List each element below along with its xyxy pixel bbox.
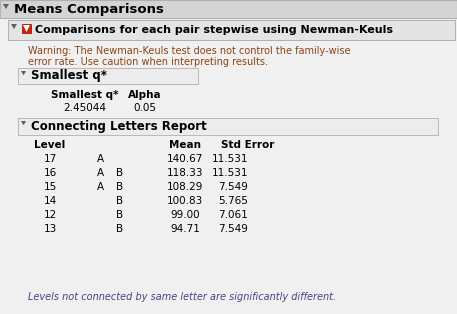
Text: 7.549: 7.549	[218, 224, 248, 234]
Text: 13: 13	[43, 224, 57, 234]
Text: Alpha: Alpha	[128, 90, 162, 100]
Text: Comparisons for each pair stepwise using Newman-Keuls: Comparisons for each pair stepwise using…	[35, 25, 393, 35]
Text: 15: 15	[43, 182, 57, 192]
Text: A: A	[96, 154, 104, 164]
Text: Connecting Letters Report: Connecting Letters Report	[31, 120, 207, 133]
Text: B: B	[117, 196, 123, 206]
Text: Smallest q*: Smallest q*	[31, 69, 107, 83]
Text: 16: 16	[43, 168, 57, 178]
Polygon shape	[21, 121, 26, 125]
Text: Smallest q*: Smallest q*	[51, 90, 119, 100]
Text: A: A	[96, 182, 104, 192]
Text: A: A	[96, 168, 104, 178]
Text: Means Comparisons: Means Comparisons	[14, 3, 164, 15]
Polygon shape	[21, 71, 26, 75]
Text: B: B	[117, 182, 123, 192]
Text: 5.765: 5.765	[218, 196, 248, 206]
Text: 17: 17	[43, 154, 57, 164]
Text: Level: Level	[34, 140, 66, 150]
Text: Std Error: Std Error	[221, 140, 275, 150]
Bar	[8, 20, 455, 40]
Text: 7.549: 7.549	[218, 182, 248, 192]
Text: 2.45044: 2.45044	[64, 103, 106, 113]
Text: 140.67: 140.67	[167, 154, 203, 164]
Text: error rate. Use caution when interpreting results.: error rate. Use caution when interpretin…	[28, 57, 268, 67]
Polygon shape	[3, 4, 9, 9]
Text: B: B	[117, 210, 123, 220]
Bar	[22, 24, 31, 33]
Text: Mean: Mean	[169, 140, 201, 150]
Bar	[0, 0, 457, 18]
Text: 100.83: 100.83	[167, 196, 203, 206]
Text: 94.71: 94.71	[170, 224, 200, 234]
Text: 7.061: 7.061	[218, 210, 248, 220]
Bar	[18, 68, 198, 84]
Text: 14: 14	[43, 196, 57, 206]
Text: B: B	[117, 224, 123, 234]
Text: 99.00: 99.00	[170, 210, 200, 220]
Text: B: B	[117, 168, 123, 178]
Text: 12: 12	[43, 210, 57, 220]
Text: 11.531: 11.531	[212, 168, 248, 178]
Polygon shape	[23, 25, 30, 32]
Bar	[18, 118, 438, 135]
Text: 108.29: 108.29	[167, 182, 203, 192]
Text: Warning: The Newman-Keuls test does not control the family-wise: Warning: The Newman-Keuls test does not …	[28, 46, 351, 56]
Text: 118.33: 118.33	[167, 168, 203, 178]
Text: 0.05: 0.05	[133, 103, 156, 113]
Polygon shape	[11, 24, 17, 29]
Text: Levels not connected by same letter are significantly different.: Levels not connected by same letter are …	[28, 292, 336, 302]
Text: 11.531: 11.531	[212, 154, 248, 164]
